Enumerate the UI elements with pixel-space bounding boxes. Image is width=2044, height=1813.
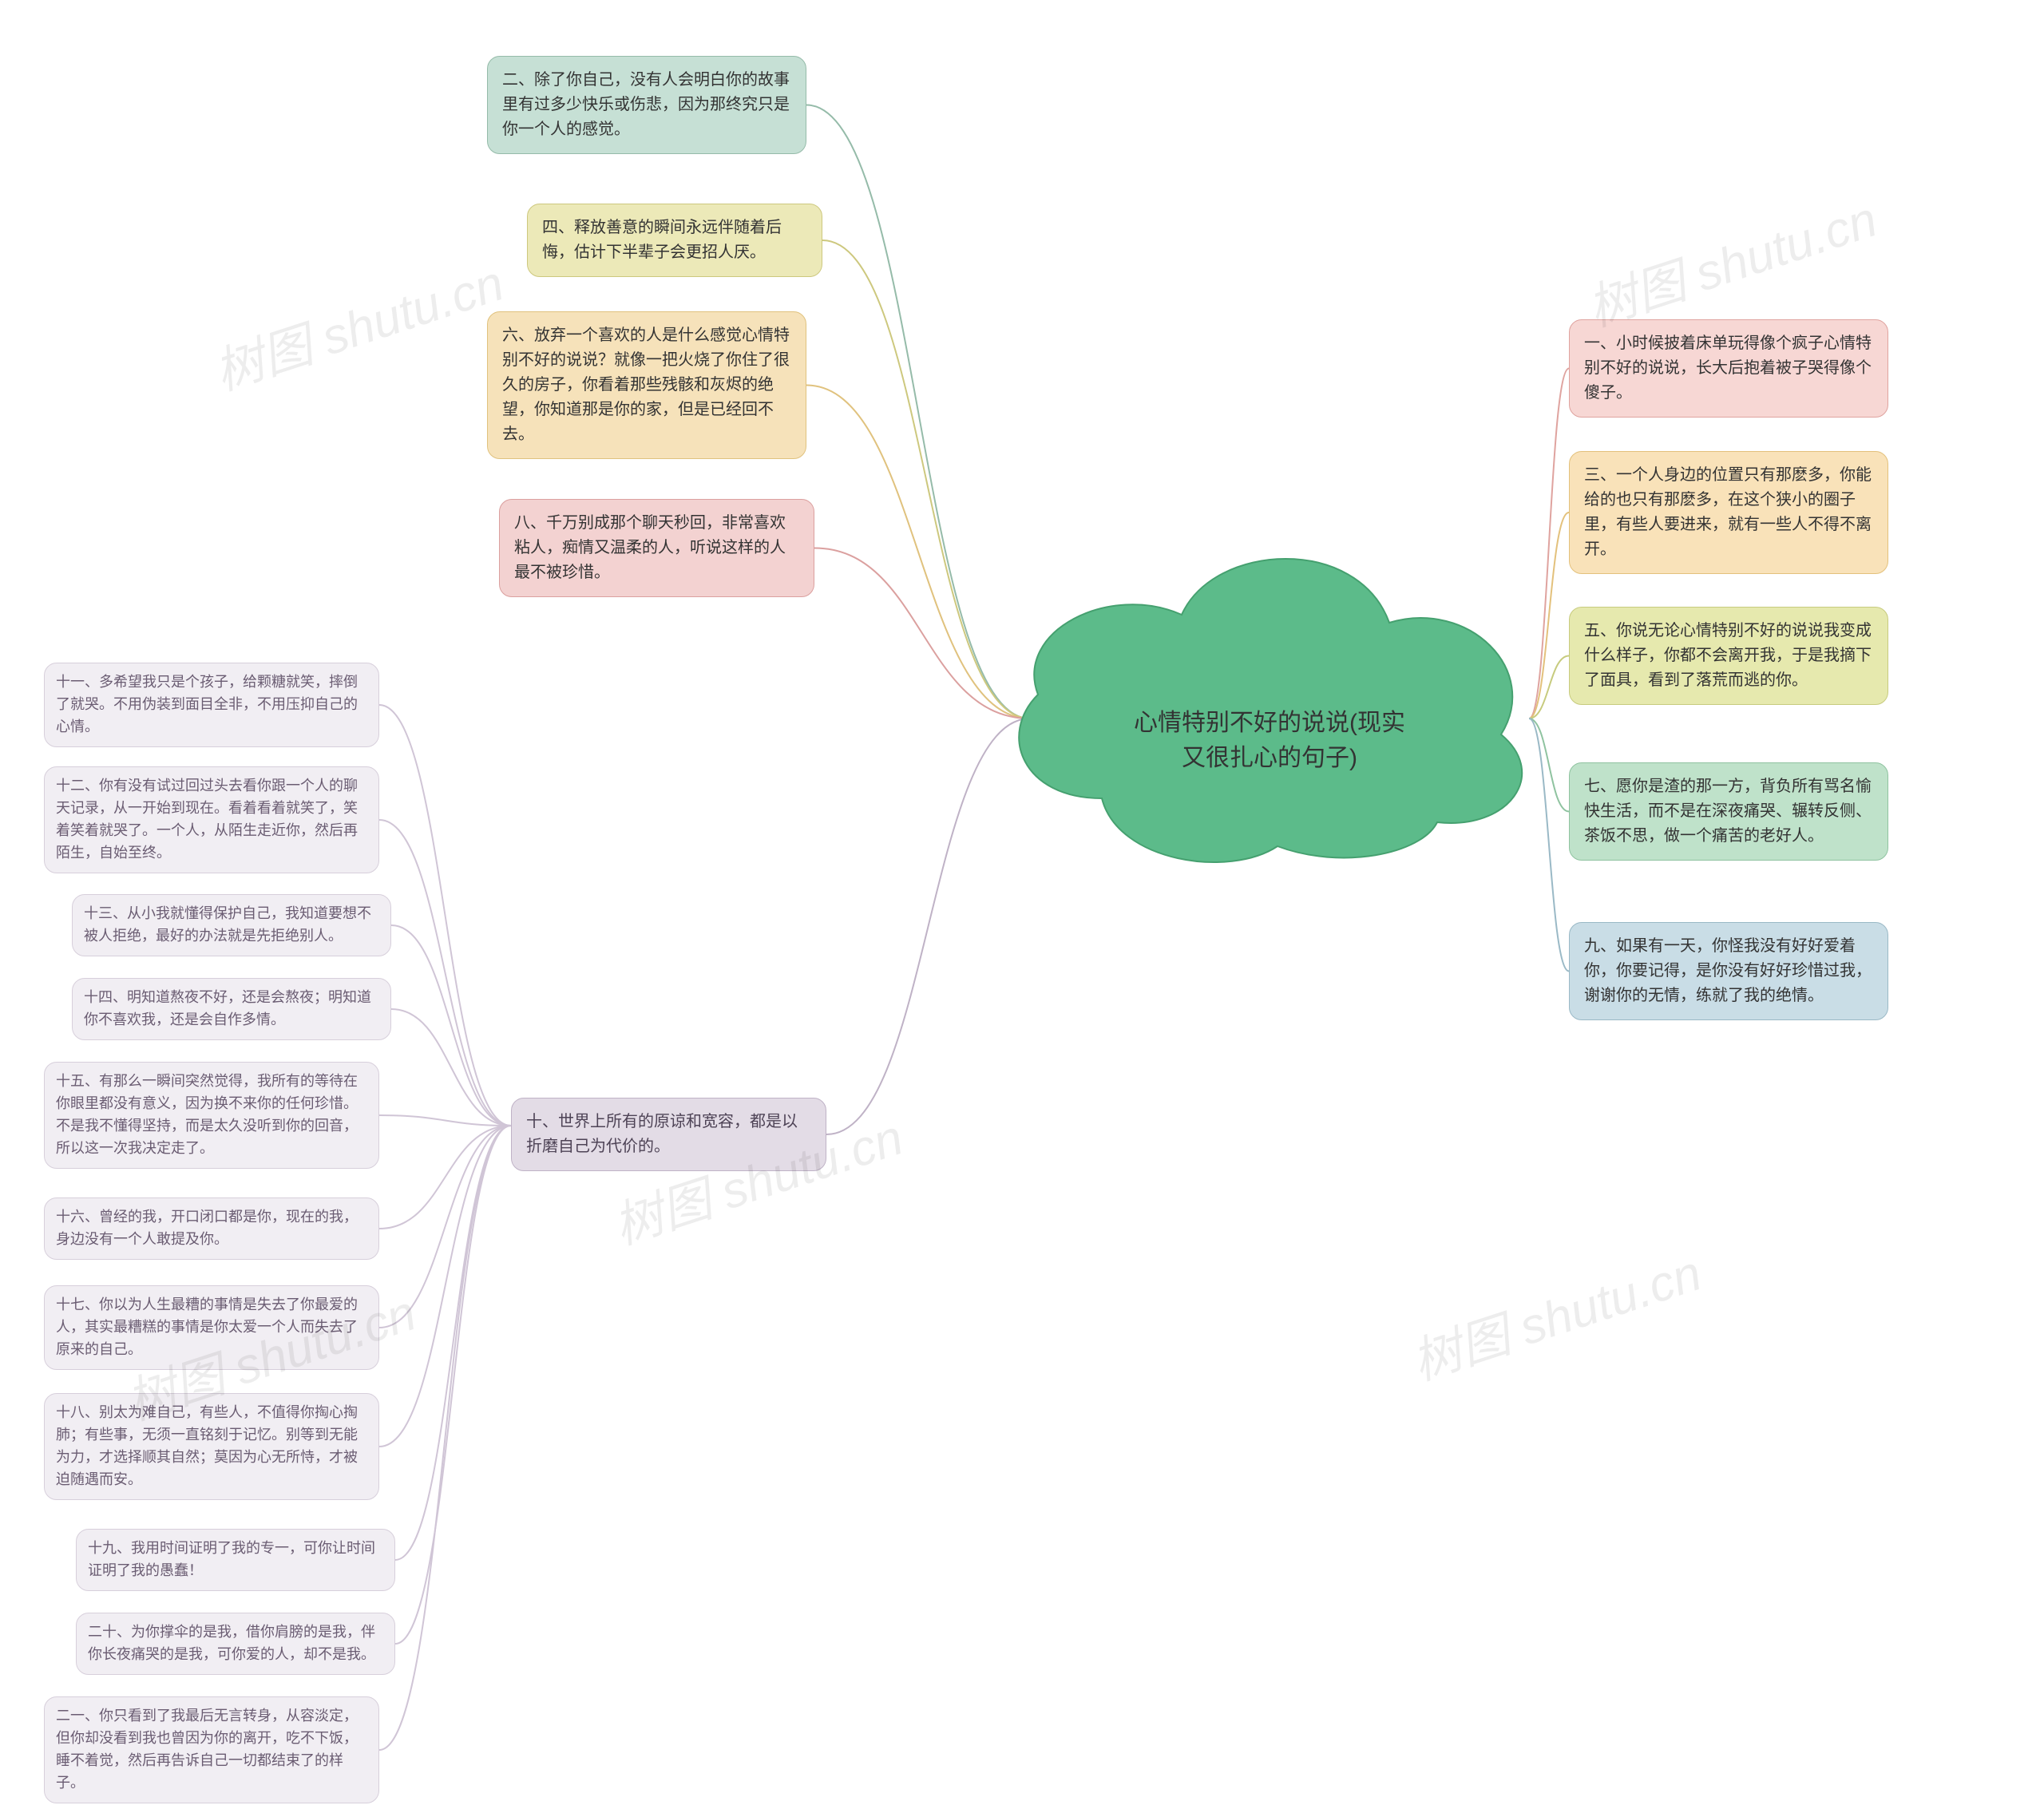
mindmap-node: 十二、你有没有试过回过头去看你跟一个人的聊天记录，从一开始到现在。看着看着就笑了… [44, 766, 379, 873]
mindmap-node: 二十、为你撑伞的是我，借你肩膀的是我，伴你长夜痛哭的是我，可你爱的人，却不是我。 [76, 1613, 395, 1675]
mindmap-node: 十四、明知道熬夜不好，还是会熬夜；明知道你不喜欢我，还是会自作多情。 [72, 978, 391, 1040]
mindmap-node: 十、世界上所有的原谅和宽容，都是以折磨自己为代价的。 [511, 1098, 826, 1171]
mindmap-node: 四、释放善意的瞬间永远伴随着后悔，估计下半辈子会更招人厌。 [527, 204, 822, 277]
mindmap-node: 三、一个人身边的位置只有那麽多，你能给的也只有那麽多，在这个狭小的圈子里，有些人… [1569, 451, 1888, 574]
mindmap-node: 二、除了你自己，没有人会明白你的故事里有过多少快乐或伤悲，因为那终究只是你一个人… [487, 56, 806, 154]
center-title: 心情特别不好的说说(现实 又很扎心的句子) [1134, 703, 1405, 773]
watermark: 树图 shutu.cn [1577, 179, 1884, 340]
mindmap-node: 二一、你只看到了我最后无言转身，从容淡定，但你却没看到我也曾因为你的离开，吃不下… [44, 1696, 379, 1803]
mindmap-node: 十五、有那么一瞬间突然觉得，我所有的等待在你眼里都没有意义，因为换不来你的任何珍… [44, 1062, 379, 1169]
mindmap-node: 九、如果有一天，你怪我没有好好爱着你，你要记得，是你没有好好珍惜过我，谢谢你的无… [1569, 922, 1888, 1020]
mindmap-node: 十六、曾经的我，开口闭口都是你，现在的我，身边没有一个人敢提及你。 [44, 1197, 379, 1260]
mindmap-node: 五、你说无论心情特别不好的说说我变成什么样子，你都不会离开我，于是我摘下了面具，… [1569, 607, 1888, 705]
mindmap-node: 十八、别太为难自己，有些人，不值得你掏心掏肺；有些事，无须一直铭刻于记忆。别等到… [44, 1393, 379, 1500]
watermark: 树图 shutu.cn [1401, 1233, 1709, 1394]
mindmap-node: 七、愿你是渣的那一方，背负所有骂名愉快生活，而不是在深夜痛哭、辗转反侧、茶饭不思… [1569, 762, 1888, 861]
mindmap-node: 十三、从小我就懂得保护自己，我知道要想不被人拒绝，最好的办法就是先拒绝别人。 [72, 894, 391, 956]
mindmap-node: 一、小时候披着床单玩得像个疯子心情特别不好的说说，长大后抱着被子哭得像个傻子。 [1569, 319, 1888, 418]
mindmap-node: 十七、你以为人生最糟的事情是失去了你最爱的人，其实最糟糕的事情是你太爱一个人而失… [44, 1285, 379, 1370]
mindmap-node: 十一、多希望我只是个孩子，给颗糖就笑，摔倒了就哭。不用伪装到面目全非，不用压抑自… [44, 663, 379, 747]
watermark: 树图 shutu.cn [204, 243, 511, 404]
mindmap-node: 八、千万别成那个聊天秒回，非常喜欢粘人，痴情又温柔的人，听说这样的人最不被珍惜。 [499, 499, 814, 597]
mindmap-node: 六、放弃一个喜欢的人是什么感觉心情特别不好的说说？就像一把火烧了你住了很久的房子… [487, 311, 806, 459]
mindmap-node: 十九、我用时间证明了我的专一，可你让时间证明了我的愚蠢！ [76, 1529, 395, 1591]
